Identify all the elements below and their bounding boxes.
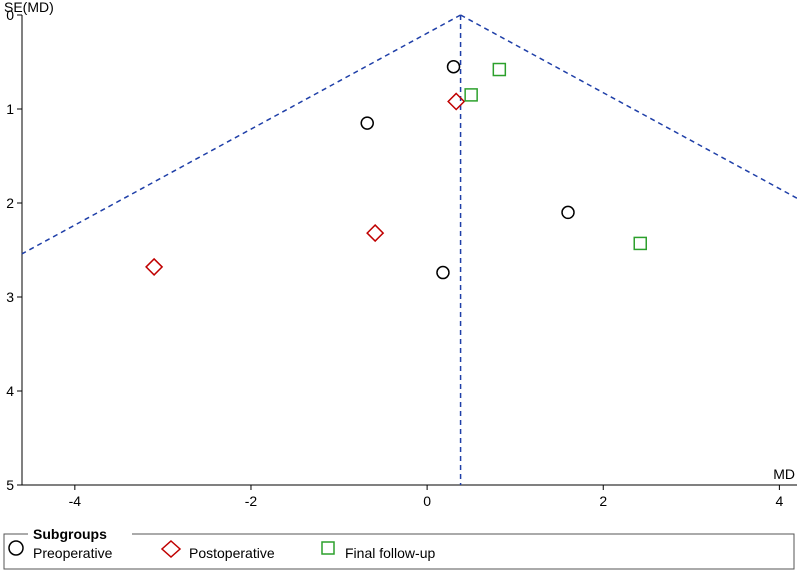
legend-title: Subgroups	[33, 526, 107, 542]
point-square	[633, 236, 647, 251]
x-tick-label: 2	[599, 493, 607, 509]
y-ticks: 0 1 2 3 4 5	[6, 7, 22, 493]
funnel-lines	[21, 14, 797, 485]
y-tick-label: 5	[6, 477, 14, 493]
point-diamond	[145, 257, 164, 276]
x-tick-label: 4	[775, 493, 783, 509]
point-diamond	[447, 92, 466, 111]
y-tick-label: 0	[6, 7, 14, 23]
legend-circle-icon	[8, 540, 24, 556]
data-points	[145, 59, 647, 280]
point-circle	[561, 205, 575, 220]
x-axis-label: MD	[773, 466, 795, 482]
point-diamond	[366, 224, 385, 243]
x-tick-label: 0	[423, 493, 431, 509]
y-axis-label: SE(MD)	[4, 0, 54, 15]
axes: SE(MD) MD 0 1 2 3 4 5 -4 -2 0 2 4	[4, 0, 797, 509]
legend-title-bg	[28, 527, 132, 541]
x-ticks: -4 -2 0 2 4	[69, 485, 783, 509]
y-tick-label: 4	[6, 383, 14, 399]
legend-item-postoperative: Postoperative	[160, 539, 275, 561]
y-tick-label: 1	[6, 101, 14, 117]
point-square	[492, 62, 507, 77]
legend-label-preoperative: Preoperative	[33, 545, 113, 561]
y-tick-label: 3	[6, 289, 14, 305]
funnel-right-line	[460, 14, 797, 199]
point-circle	[446, 59, 461, 74]
point-square	[464, 88, 478, 102]
legend-diamond-icon	[160, 539, 182, 559]
legend-label-final-follow-up: Final follow-up	[345, 545, 435, 561]
legend: Subgroups Preoperative Postoperative Fin…	[3, 526, 795, 570]
legend-item-preoperative: Preoperative	[8, 540, 113, 561]
point-circle	[360, 116, 374, 130]
legend-item-final-follow-up: Final follow-up	[321, 541, 435, 561]
funnel-left-line	[21, 14, 461, 255]
legend-box	[3, 533, 795, 570]
point-circle	[436, 265, 450, 280]
legend-label-postoperative: Postoperative	[189, 545, 275, 561]
y-tick-label: 2	[6, 195, 14, 211]
legend-square-icon	[321, 541, 335, 555]
x-tick-label: -4	[69, 493, 82, 509]
x-tick-label: -2	[245, 493, 258, 509]
